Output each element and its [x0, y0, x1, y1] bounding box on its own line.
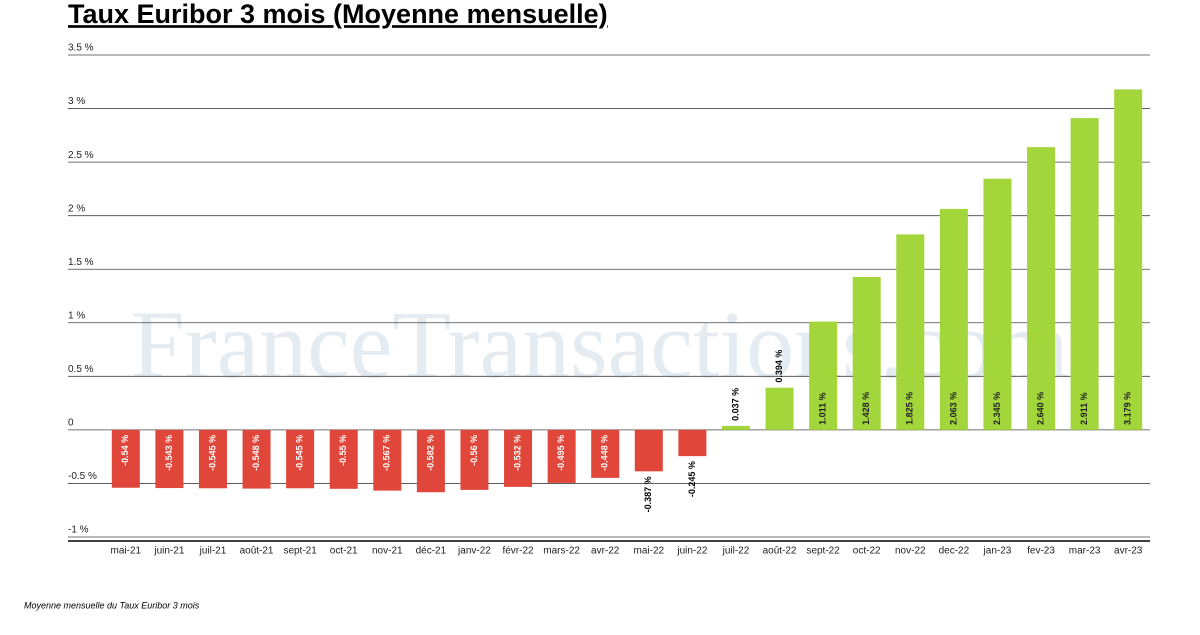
bar [721, 425, 750, 430]
y-tick-label: -1 % [68, 525, 89, 536]
bar [852, 276, 881, 430]
x-tick-label: avr-22 [591, 546, 620, 557]
bar [939, 208, 968, 430]
watermark: FranceTransactions.com [131, 291, 1069, 398]
value-label: 2.640 % [1035, 392, 1045, 425]
value-label: 1.428 % [861, 392, 871, 425]
bar [242, 429, 271, 489]
y-tick-label: 2.5 % [68, 150, 94, 161]
x-tick-label: sept-22 [806, 546, 840, 557]
x-tick-label: mars-22 [543, 546, 580, 557]
bar [1070, 118, 1099, 430]
x-tick-label: jan-23 [983, 546, 1012, 557]
value-label: 0.394 % [774, 350, 784, 383]
bar [809, 321, 838, 430]
value-label: 2.345 % [992, 392, 1002, 425]
chart-title: Taux Euribor 3 mois (Moyenne mensuelle) [68, 0, 608, 29]
value-label: -0.548 % [251, 435, 261, 471]
x-tick-label: nov-22 [895, 546, 926, 557]
bar [198, 429, 227, 489]
y-tick-label: 2 % [68, 203, 85, 214]
value-label: -0.567 % [382, 435, 392, 471]
x-tick-label: mai-22 [634, 546, 665, 557]
value-label: 1.011 % [818, 392, 828, 425]
value-label: -0.543 % [164, 435, 174, 471]
x-tick-label: oct-22 [853, 546, 881, 557]
bar [678, 429, 707, 457]
bar [1027, 147, 1056, 430]
value-label: -0.448 % [600, 435, 610, 471]
x-tick-label: janv-22 [457, 546, 491, 557]
x-tick-label: juin-21 [153, 546, 184, 557]
bar [634, 429, 663, 472]
x-tick-label: fev-23 [1027, 546, 1055, 557]
y-tick-label: 1.5 % [68, 257, 94, 268]
chart-note: Moyenne mensuelle du Taux Euribor 3 mois [24, 600, 200, 610]
x-tick-label: sept-21 [283, 546, 317, 557]
value-label: 2.063 % [948, 392, 958, 425]
y-tick-label: 1 % [68, 310, 85, 321]
x-tick-label: dec-22 [939, 546, 970, 557]
value-label: -0.532 % [512, 435, 522, 471]
bar [329, 429, 358, 489]
bar [416, 429, 445, 493]
y-tick-label: 3 % [68, 96, 85, 107]
value-label: 0.037 % [730, 388, 740, 421]
bar [373, 429, 402, 491]
value-label: 1.825 % [905, 392, 915, 425]
value-label: -0.55 % [338, 435, 348, 466]
value-label: -0.582 % [425, 435, 435, 471]
bar [983, 178, 1012, 430]
value-label: 3.179 % [1123, 392, 1133, 425]
bar [504, 429, 533, 487]
x-tick-label: nov-21 [372, 546, 403, 557]
value-label: -0.387 % [643, 476, 653, 512]
bar [1114, 89, 1143, 430]
value-label: -0.245 % [687, 461, 697, 497]
x-tick-label: oct-21 [330, 546, 358, 557]
x-tick-label: févr-22 [502, 546, 534, 557]
bar [460, 429, 489, 490]
x-tick-label: avr-23 [1114, 546, 1143, 557]
value-label: -0.54 % [120, 435, 130, 466]
value-label: 2.911 % [1079, 392, 1089, 425]
x-tick-label: juin-22 [676, 546, 707, 557]
y-tick-label: 3.5 % [68, 43, 94, 54]
x-tick-label: juil-21 [199, 546, 227, 557]
x-tick-label: mar-23 [1069, 546, 1101, 557]
bar [111, 429, 140, 488]
bar [896, 234, 925, 430]
x-tick-label: déc-21 [416, 546, 447, 557]
x-tick-label: juil-22 [722, 546, 750, 557]
bar [765, 387, 794, 430]
y-tick-label: 0 [68, 418, 74, 429]
x-tick-label: mai-21 [111, 546, 142, 557]
x-tick-label: août-21 [240, 546, 274, 557]
value-label: -0.545 % [207, 435, 217, 471]
x-tick-label: août-22 [763, 546, 797, 557]
value-label: -0.56 % [469, 435, 479, 466]
value-label: -0.495 % [556, 435, 566, 471]
bar [591, 429, 620, 478]
y-tick-label: -0.5 % [68, 471, 97, 482]
bar [286, 429, 315, 489]
value-label: -0.545 % [295, 435, 305, 471]
bar [155, 429, 184, 489]
y-tick-label: 0.5 % [68, 364, 94, 375]
bar [547, 429, 576, 483]
